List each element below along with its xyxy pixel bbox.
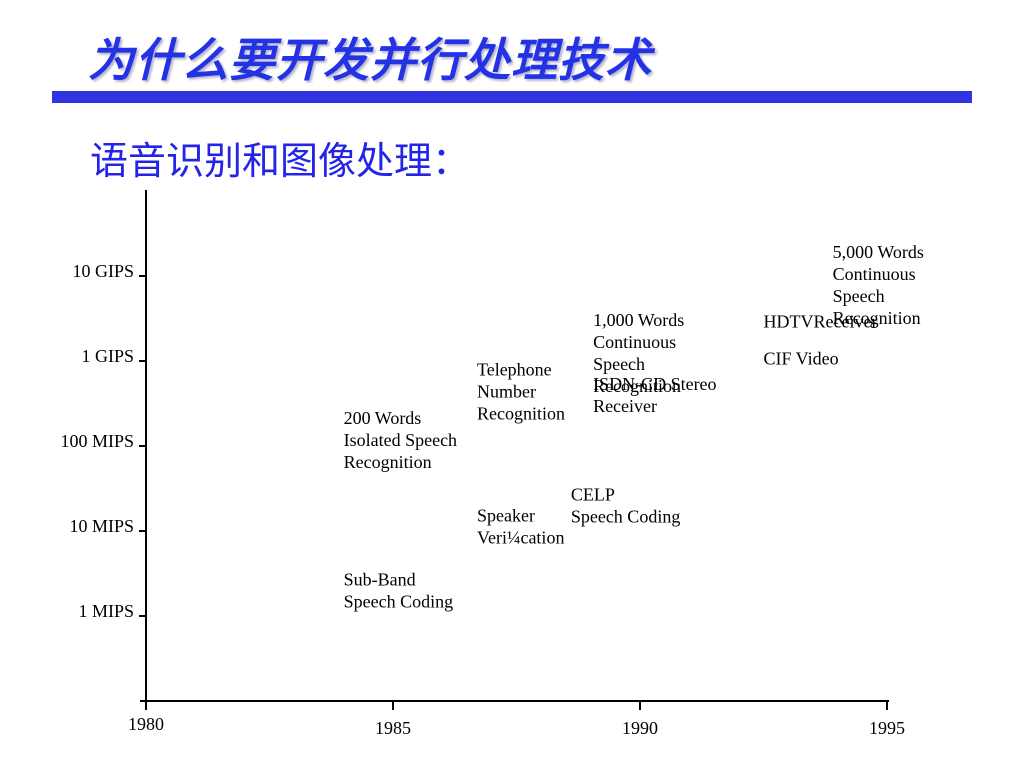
x-ticks: 1980 1985 1990 1995 [128,701,905,738]
annotation-line: Speech [833,286,885,306]
y-tick-label: 10 GIPS [72,261,134,281]
annotation-line: 5,000 Words [833,242,924,262]
annotation-line: Receiver [593,396,657,416]
y-ticks: 1 MIPS 10 MIPS 100 MIPS 1 GIPS 10 GIPS [60,261,147,621]
x-tick-label: 1990 [622,718,658,738]
annotation-line: Continuous [593,332,676,352]
annotation-line: Veri¼cation [477,528,564,548]
annotation-line: Recognition [833,308,921,328]
annotation-line: Continuous [833,264,916,284]
slide-subtitle: 语音识别和图像处理： [90,139,471,183]
annotation-line: Recognition [344,452,432,472]
annotation-line: Recognition [593,376,681,396]
annotation-line: Isolated Speech [344,430,457,450]
annotation-line: Speaker [477,506,535,526]
x-tick-label: 1995 [869,718,905,738]
annotation-line: Recognition [477,403,565,423]
annotation-block: HDTVReceiver [764,312,878,332]
annotation-line: Sub-Band [344,569,416,589]
annotation-line: Telephone [477,359,552,379]
annotation-line: Speech [593,354,645,374]
annotation-line: CELP [571,484,615,504]
annotation-block: CIF Video [764,348,839,368]
y-tick-label: 1 MIPS [78,601,134,621]
axes [140,190,889,702]
y-tick-label: 100 MIPS [60,431,134,451]
annotation-line: ISDN-CD Stereo [593,374,717,394]
slide-title: 为什么要开发并行处理技术 [88,33,652,87]
annotation-line: Speech Coding [344,591,454,611]
y-tick-label: 10 MIPS [69,516,134,536]
annotation-line: Speech Coding [571,506,681,526]
title-rule [52,91,972,103]
y-tick-label: 1 GIPS [81,346,134,366]
annotation-line: 1,000 Words [593,310,684,330]
annotation-line: 200 Words [344,408,422,428]
annotation-line: Number [477,381,536,401]
annotation-line: CIF Video [764,348,839,368]
annotation-line: HDTVReceiver [764,312,878,332]
x-tick-label: 1980 [128,714,164,734]
x-tick-label: 1985 [375,718,411,738]
